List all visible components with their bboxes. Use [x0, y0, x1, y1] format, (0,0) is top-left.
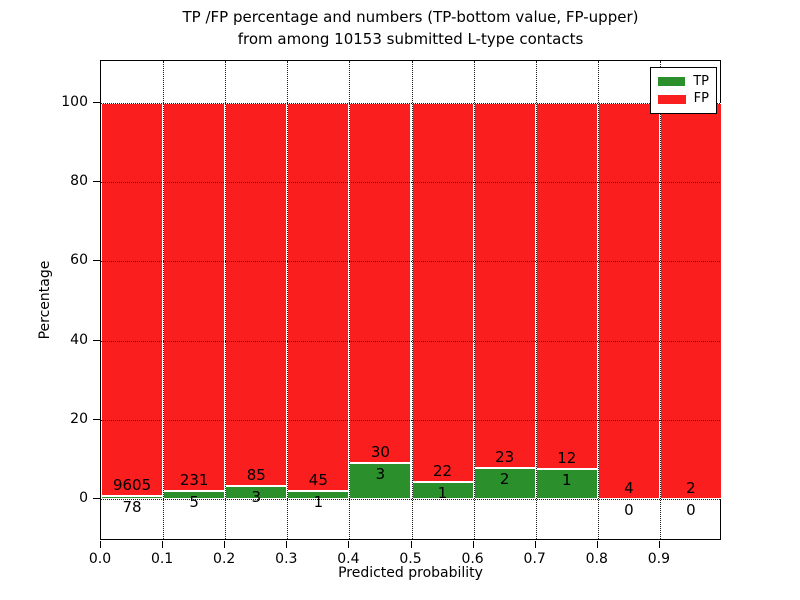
bar-segment-tp	[101, 496, 164, 500]
tp-count-label: 1	[437, 484, 448, 503]
x-tick-mark	[286, 541, 288, 548]
v-gridline	[225, 61, 227, 539]
legend: TP FP	[650, 67, 717, 114]
tp-count-label: 0	[686, 501, 696, 520]
h-gridline	[101, 261, 720, 263]
bar-segment-fp	[349, 102, 412, 464]
tp-count-label: 3	[375, 465, 386, 484]
chart-title-line1: TP /FP percentage and numbers (TP-bottom…	[182, 8, 639, 26]
y-tick-label: 60	[70, 252, 88, 269]
tp-color-swatch	[658, 77, 686, 87]
fp-count-label: 30	[370, 443, 390, 462]
y-tick-label: 20	[70, 411, 88, 427]
bar-segment-fp	[597, 102, 660, 500]
legend-label-fp: FP	[693, 91, 709, 107]
fp-count-label: 2	[686, 479, 696, 498]
legend-entry-tp: TP	[658, 73, 709, 89]
x-axis-label: Predicted probability	[338, 565, 483, 581]
x-tick-mark	[100, 541, 101, 548]
x-tick-label: 0.0	[88, 551, 112, 567]
x-tick-label: 0.3	[275, 551, 298, 567]
v-gridline	[535, 61, 537, 539]
x-tick-mark	[472, 541, 474, 548]
bar-segment-fp	[225, 102, 288, 486]
x-tick-label: 0.1	[150, 551, 174, 567]
plot-area: TP FP 9605 78 231 5 85 3 45 1 30 3 22 1 23 2 12 1 4 0 2 0	[100, 60, 722, 540]
legend-entry-fp: FP	[658, 92, 709, 106]
x-tick-label: 0.6	[461, 551, 484, 567]
fp-color-swatch	[658, 94, 686, 104]
fp-count-label: 12	[557, 448, 577, 467]
y-tick-mark	[93, 419, 100, 420]
bar-segment-fp	[535, 102, 598, 469]
fp-count-label: 45	[308, 470, 328, 489]
y-tick-mark	[93, 101, 100, 103]
v-gridline	[473, 61, 475, 539]
h-gridline	[101, 499, 720, 501]
v-gridline	[411, 61, 413, 539]
y-tick-label: 80	[70, 173, 88, 189]
v-gridline	[659, 61, 661, 539]
v-gridline	[163, 61, 165, 539]
fp-count-label: 4	[624, 479, 634, 498]
tp-count-label: 5	[189, 492, 199, 511]
tp-count-label: 1	[561, 470, 572, 489]
y-tick-label: 0	[79, 490, 88, 507]
tp-count-label: 1	[313, 492, 324, 511]
h-gridline	[101, 420, 720, 421]
y-tick-mark	[93, 260, 100, 262]
chart-title-line2: from among 10153 submitted L-type contac…	[237, 30, 584, 48]
x-tick-label: 0.8	[585, 551, 608, 567]
x-tick-mark	[534, 541, 536, 548]
bar-segment-fp	[163, 102, 226, 491]
fp-count-label: 22	[433, 462, 453, 481]
h-gridline	[101, 102, 720, 104]
x-tick-mark	[410, 541, 412, 548]
x-tick-label: 0.5	[399, 551, 422, 567]
legend-label-tp: TP	[693, 73, 709, 89]
bar-segment-fp	[659, 102, 722, 500]
x-tick-mark	[596, 541, 598, 548]
y-tick-label: 100	[61, 93, 88, 110]
y-axis-label: Percentage	[37, 260, 53, 340]
y-tick-label: 40	[70, 331, 88, 348]
bar-segment-fp	[101, 102, 164, 497]
fp-count-label: 23	[495, 447, 515, 466]
bar-segment-fp	[473, 102, 536, 468]
h-gridline	[101, 182, 720, 183]
chart-title: TP /FP percentage and numbers (TP-bottom…	[100, 6, 721, 50]
x-tick-label: 0.7	[523, 551, 546, 567]
fp-count-label: 9605	[112, 476, 152, 495]
x-tick-label: 0.9	[647, 551, 671, 567]
x-tick-mark	[224, 541, 226, 548]
y-tick-mark	[93, 498, 100, 500]
x-tick-mark	[162, 541, 164, 548]
v-gridline	[349, 61, 351, 539]
y-tick-mark	[93, 181, 100, 182]
tp-count-label: 0	[624, 501, 634, 520]
v-gridline	[597, 61, 599, 539]
x-tick-label: 0.2	[213, 551, 236, 567]
tp-count-label: 3	[251, 487, 261, 506]
v-gridline	[287, 61, 289, 539]
x-tick-mark	[348, 541, 350, 548]
h-gridline	[101, 340, 720, 342]
bar-segment-fp	[287, 102, 350, 491]
tp-count-label: 2	[499, 469, 510, 488]
x-tick-label: 0.4	[337, 551, 360, 567]
bar-segment-fp	[411, 102, 474, 483]
fp-count-label: 231	[179, 470, 209, 489]
x-tick-mark	[658, 541, 660, 548]
tp-count-label: 78	[122, 498, 142, 517]
bar-segment-tp	[473, 467, 536, 500]
y-tick-mark	[93, 339, 100, 341]
fp-count-label: 85	[246, 465, 266, 484]
